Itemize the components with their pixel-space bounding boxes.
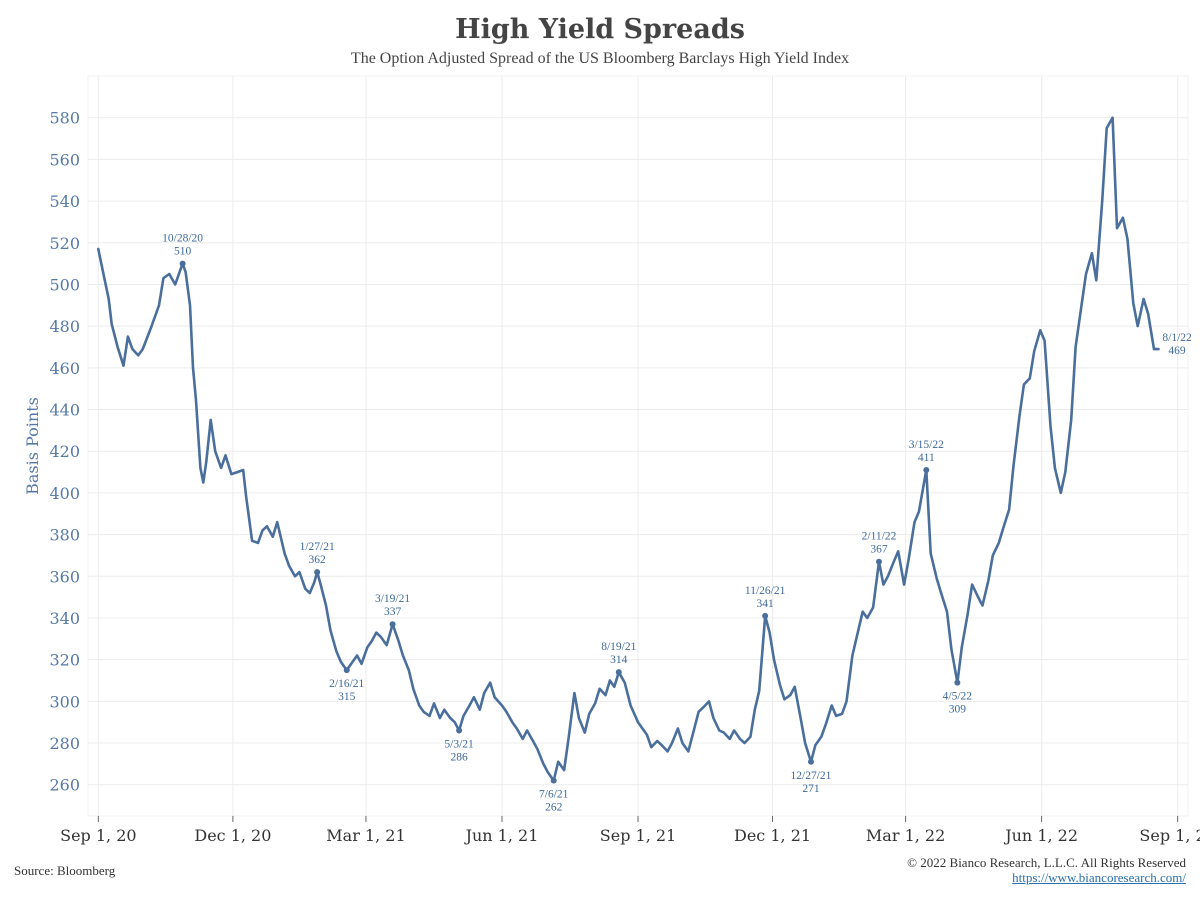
annotation-date: 2/16/21 [329, 678, 364, 690]
y-axis-label: Basis Points [23, 397, 42, 495]
annotation-marker [875, 558, 882, 565]
annotation-date: 7/6/21 [539, 789, 569, 801]
x-tick-label: Mar 1, 21 [326, 826, 405, 845]
copyright-block: © 2022 Bianco Research, L.L.C. All Right… [907, 855, 1186, 885]
chart-title: High Yield Spreads [455, 14, 745, 45]
y-tick-label: 540 [49, 192, 80, 211]
y-tick-label: 400 [49, 484, 80, 503]
x-tick-label: Jun 1, 21 [464, 826, 539, 845]
annotation-marker [314, 569, 321, 576]
x-tick-label: Sep 1, 20 [60, 826, 136, 845]
annotation-value: 309 [949, 704, 967, 716]
x-tick-label: Sep 1, 22 [1139, 826, 1200, 845]
annotation-value: 510 [174, 246, 192, 258]
x-tick-label: Dec 1, 21 [734, 826, 811, 845]
annotation-marker [456, 727, 463, 734]
annotation-marker [807, 758, 814, 765]
annotation-date: 1/27/21 [300, 541, 335, 553]
y-tick-label: 440 [49, 401, 80, 420]
annotation-marker [550, 777, 557, 784]
annotation-date: 10/28/20 [162, 233, 203, 245]
annotation-date: 4/5/22 [943, 691, 973, 703]
copyright-text: © 2022 Bianco Research, L.L.C. All Right… [907, 855, 1186, 870]
annotation-value: 367 [870, 544, 888, 556]
annotation-value: 286 [450, 752, 468, 764]
annotation-value: 262 [545, 802, 563, 814]
annotation-value: 411 [918, 452, 935, 464]
y-tick-label: 420 [49, 442, 80, 461]
y-tick-label: 260 [49, 776, 80, 795]
annotation-marker [615, 669, 622, 676]
gridlines [87, 75, 1189, 817]
y-tick-label: 340 [49, 609, 80, 628]
y-axis-ticks: 260 280 300 320 340 360 380 400 420 440 460 480 500 5… [49, 109, 80, 795]
series-layer [97, 116, 1160, 782]
annotation-value: 362 [309, 554, 327, 566]
annotation-date: 12/27/21 [791, 770, 832, 782]
x-tick-label: Mar 1, 22 [866, 826, 945, 845]
y-tick-label: 380 [49, 526, 80, 545]
annotation-value: 314 [610, 654, 628, 666]
y-tick-label: 560 [49, 150, 80, 169]
x-axis-ticks: Sep 1, 20 Dec 1, 20 Mar 1, 21 Jun 1, 21 Sep … [60, 816, 1200, 845]
annotation-marker [954, 679, 961, 686]
annotation-value: 337 [384, 606, 402, 618]
y-tick-label: 320 [49, 651, 80, 670]
y-tick-label: 520 [49, 234, 80, 253]
annotation-marker [762, 612, 769, 619]
annotation-value: 469 [1168, 345, 1186, 357]
y-tick-label: 580 [49, 109, 80, 128]
x-tick-label: Dec 1, 20 [194, 826, 271, 845]
annotation-date: 2/11/22 [862, 531, 897, 543]
x-tick-label: Sep 1, 21 [600, 826, 676, 845]
y-tick-label: 360 [49, 567, 80, 586]
spread-line [97, 116, 1160, 782]
y-tick-label: 460 [49, 359, 80, 378]
annotation-date: 8/19/21 [601, 641, 636, 653]
annotation-marker [389, 621, 396, 628]
annotation-date: 3/19/21 [375, 593, 410, 605]
y-tick-label: 300 [49, 692, 80, 711]
y-tick-label: 280 [49, 734, 80, 753]
annotation-marker [343, 667, 350, 674]
annotation-value: 341 [757, 598, 775, 610]
annotation-value: 271 [802, 783, 820, 795]
annotation-marker [923, 466, 930, 473]
annotation-date: 3/15/22 [909, 439, 944, 451]
source-note: Source: Bloomberg [14, 863, 116, 878]
annotation-date: 11/26/21 [745, 585, 786, 597]
annotation-date: 8/1/22 [1162, 332, 1192, 344]
annotation-marker [179, 260, 186, 267]
x-tick-label: Jun 1, 22 [1003, 826, 1078, 845]
annotation-value: 315 [338, 691, 356, 703]
annotation-date: 5/3/21 [444, 739, 474, 751]
chart-subtitle: The Option Adjusted Spread of the US Blo… [350, 50, 850, 67]
y-tick-label: 480 [49, 317, 80, 336]
y-tick-label: 500 [49, 275, 80, 294]
website-link[interactable]: https://www.biancoresearch.com/ [1012, 870, 1186, 885]
